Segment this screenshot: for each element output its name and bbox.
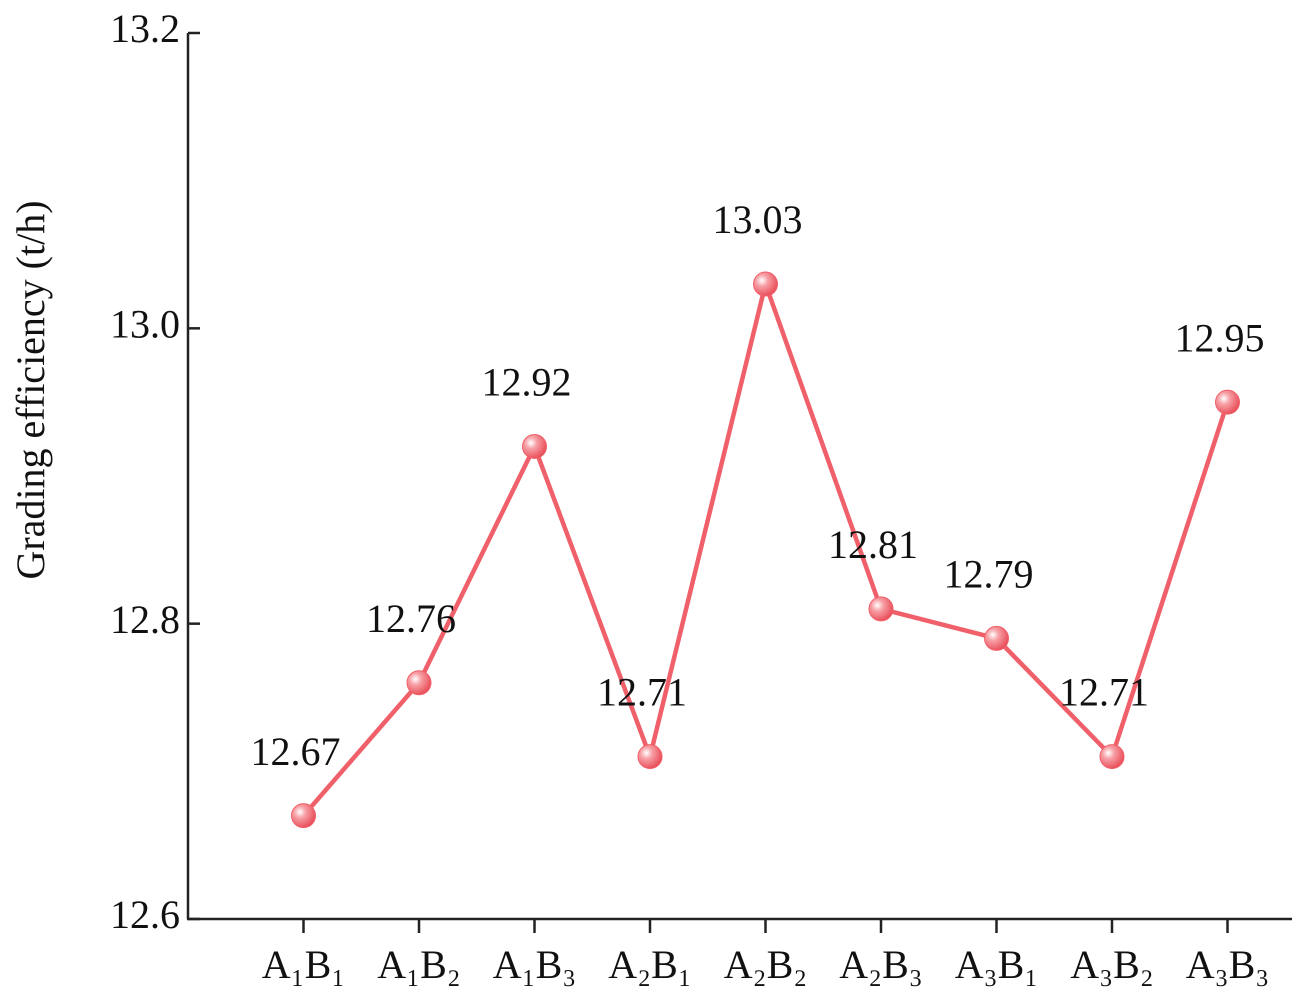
value-label: 12.92	[482, 360, 572, 405]
x-tick-label: A₂B₁	[608, 942, 691, 987]
value-label: 12.76	[366, 596, 456, 641]
x-tick-label: A₃B₃	[1186, 942, 1269, 987]
y-tick-label: 12.6	[110, 892, 180, 937]
marker	[1215, 389, 1240, 415]
marker	[291, 803, 316, 829]
value-label: 12.67	[251, 729, 341, 774]
x-tick-label: A₁B₂	[377, 942, 460, 987]
x-tick-label: A₁B₃	[493, 942, 576, 987]
x-tick-label: A₂B₃	[839, 942, 922, 987]
value-label: 12.81	[828, 522, 918, 567]
y-tick-label: 13.2	[110, 6, 180, 51]
value-label: 13.03	[713, 197, 803, 242]
x-tick-label: A₃B₂	[1070, 942, 1153, 987]
marker	[637, 744, 663, 770]
marker	[753, 271, 778, 297]
value-label: 12.95	[1175, 315, 1265, 360]
y-tick-label: 13.0	[110, 302, 180, 347]
y-axis-title: Grading efficiency (t/h)	[8, 200, 53, 579]
marker	[984, 625, 1009, 651]
x-tick-label: A₁B₁	[262, 942, 345, 987]
y-tick-label: 12.8	[110, 597, 180, 642]
marker	[522, 433, 547, 459]
value-label: 12.71	[597, 670, 687, 715]
x-tick-label: A₂B₂	[724, 942, 807, 987]
marker	[1099, 744, 1125, 770]
line	[301, 281, 1230, 818]
value-label: 12.71	[1059, 670, 1149, 715]
marker	[406, 670, 432, 696]
marker	[868, 596, 894, 622]
value-label: 12.79	[944, 552, 1034, 597]
x-tick-label: A₃B₁	[955, 942, 1038, 987]
